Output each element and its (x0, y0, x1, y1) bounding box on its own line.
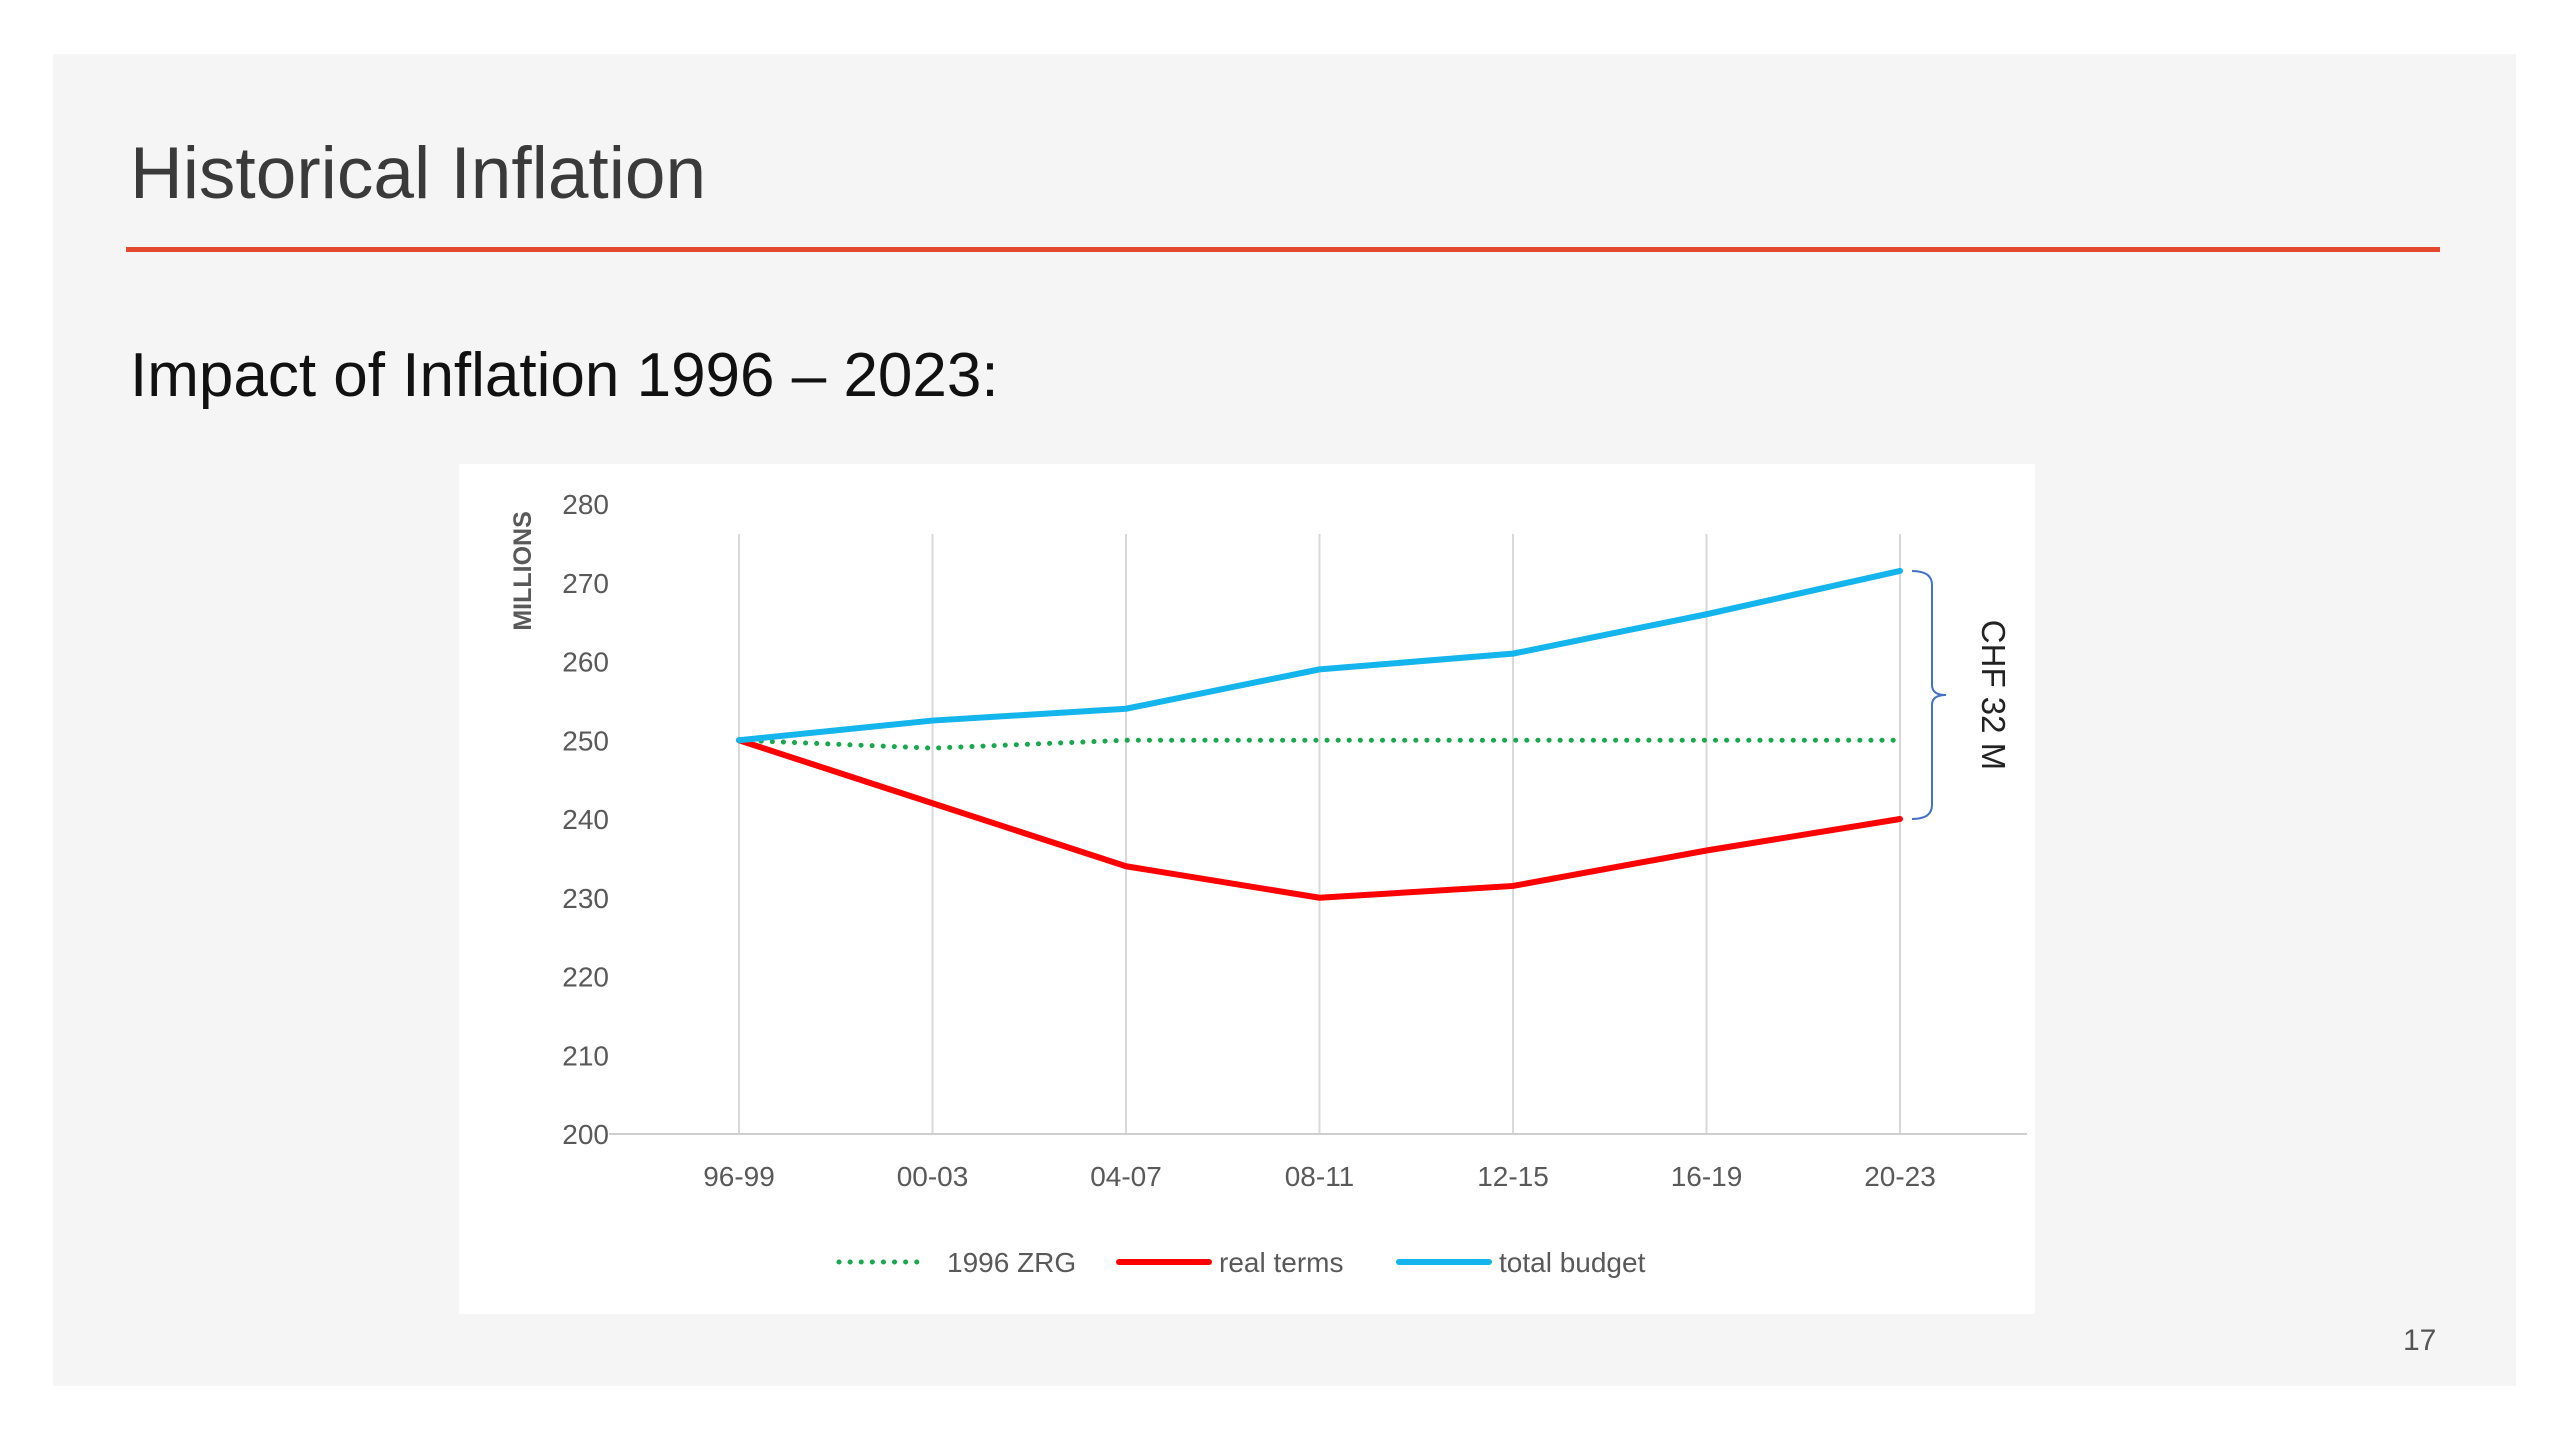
series-line-1996-zrg (736, 737, 1903, 751)
y-tick-label: 260 (562, 647, 609, 678)
x-tick-label: 16-19 (1671, 1161, 1743, 1192)
x-tick-label: 96-99 (703, 1161, 775, 1192)
series-line-total-budget (736, 567, 1903, 744)
y-tick-label: 220 (562, 962, 609, 993)
y-tick-label: 280 (562, 489, 609, 520)
x-tick-label: 08-11 (1285, 1161, 1355, 1192)
x-tick-label: 04-07 (1090, 1161, 1162, 1192)
annotation-label: CHF 32 M (1975, 620, 2012, 770)
slide-title: Historical Inflation (130, 133, 707, 214)
chart-panel: 200 210 220 230 240 250 260 270 280 MILLIONS 96-9… (459, 464, 2035, 1314)
series-line-real-terms (736, 737, 1903, 901)
x-tick-label: 12-15 (1477, 1161, 1549, 1192)
x-axis-ticks: 96-99 00-03 04-07 08-11 12-15 16-19 20-23 (703, 1161, 1936, 1192)
line-chart: 200 210 220 230 240 250 260 270 280 MILLIONS 96-9… (509, 489, 2027, 1278)
y-tick-label: 240 (562, 804, 609, 835)
legend-label: 1996 ZRG (947, 1247, 1076, 1278)
chart-grid (609, 534, 2027, 1135)
x-tick-label: 20-23 (1864, 1161, 1936, 1192)
annotation-bracket (1911, 569, 1947, 820)
chart-annotation: CHF 32 M (1911, 569, 2012, 820)
y-axis-ticks: 200 210 220 230 240 250 260 270 280 MILLIONS (509, 489, 609, 1150)
legend-label: total budget (1499, 1247, 1646, 1278)
y-axis-label: MILLIONS (509, 511, 537, 630)
y-tick-label: 230 (562, 883, 609, 914)
title-underline (126, 247, 2440, 252)
chart-legend: 1996 ZRG real terms total budget (836, 1247, 1646, 1278)
slide: Historical Inflation Impact of Inflation… (53, 54, 2516, 1386)
y-tick-label: 270 (562, 568, 609, 599)
y-tick-label: 250 (562, 725, 609, 756)
y-tick-label: 210 (562, 1040, 609, 1071)
legend-label: real terms (1219, 1247, 1343, 1278)
chart-series (736, 567, 1903, 901)
page-number: 17 (2403, 1324, 2437, 1357)
x-tick-label: 00-03 (897, 1161, 969, 1192)
y-tick-label: 200 (562, 1119, 609, 1150)
slide-subtitle: Impact of Inflation 1996 – 2023: (130, 341, 999, 410)
